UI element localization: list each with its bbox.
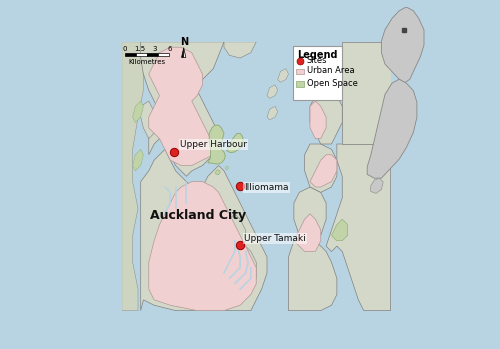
Polygon shape: [326, 144, 390, 311]
Polygon shape: [181, 198, 197, 219]
Polygon shape: [278, 69, 288, 82]
Polygon shape: [224, 42, 256, 58]
Polygon shape: [310, 90, 342, 144]
Polygon shape: [310, 155, 337, 187]
Polygon shape: [208, 125, 226, 164]
Polygon shape: [267, 85, 278, 98]
Polygon shape: [367, 79, 417, 178]
Polygon shape: [140, 42, 224, 176]
Bar: [125, 53, 136, 57]
FancyBboxPatch shape: [292, 46, 342, 100]
Polygon shape: [149, 47, 214, 165]
Polygon shape: [294, 187, 326, 235]
Polygon shape: [132, 149, 143, 171]
Polygon shape: [332, 219, 347, 241]
Text: Upper Harbour: Upper Harbour: [180, 140, 246, 149]
Polygon shape: [226, 166, 228, 170]
Polygon shape: [170, 208, 186, 230]
Polygon shape: [230, 246, 256, 289]
Text: Illiomama: Illiomama: [244, 183, 288, 192]
Bar: [148, 53, 158, 57]
Polygon shape: [304, 144, 337, 192]
Text: Kilometres: Kilometres: [128, 59, 166, 65]
Bar: [158, 53, 170, 57]
Polygon shape: [182, 48, 184, 58]
Text: 1.5: 1.5: [134, 46, 145, 52]
Text: Auckland City: Auckland City: [150, 209, 246, 222]
Bar: [296, 81, 304, 87]
Polygon shape: [267, 106, 278, 120]
Polygon shape: [332, 47, 364, 101]
Polygon shape: [149, 181, 256, 311]
Text: Upper Tamaki: Upper Tamaki: [244, 234, 306, 243]
Polygon shape: [184, 48, 186, 58]
Polygon shape: [140, 149, 267, 311]
Polygon shape: [294, 214, 320, 252]
Polygon shape: [310, 101, 326, 139]
Polygon shape: [218, 214, 246, 257]
Text: Legend: Legend: [298, 50, 338, 60]
Bar: [136, 53, 147, 57]
Text: 0: 0: [123, 46, 128, 52]
Text: 6: 6: [167, 46, 172, 52]
Bar: [296, 69, 304, 74]
Polygon shape: [132, 101, 143, 122]
Polygon shape: [122, 42, 144, 311]
Polygon shape: [226, 133, 244, 153]
Polygon shape: [342, 42, 390, 144]
Polygon shape: [216, 170, 220, 174]
Polygon shape: [382, 7, 424, 83]
Text: Open Space: Open Space: [306, 79, 358, 88]
Text: N: N: [180, 37, 188, 47]
Polygon shape: [371, 178, 383, 193]
Text: Sites: Sites: [306, 56, 327, 65]
Text: 3: 3: [152, 46, 157, 52]
Text: Urban Area: Urban Area: [306, 66, 354, 75]
Polygon shape: [197, 187, 218, 214]
Polygon shape: [288, 235, 337, 311]
Polygon shape: [140, 101, 160, 139]
